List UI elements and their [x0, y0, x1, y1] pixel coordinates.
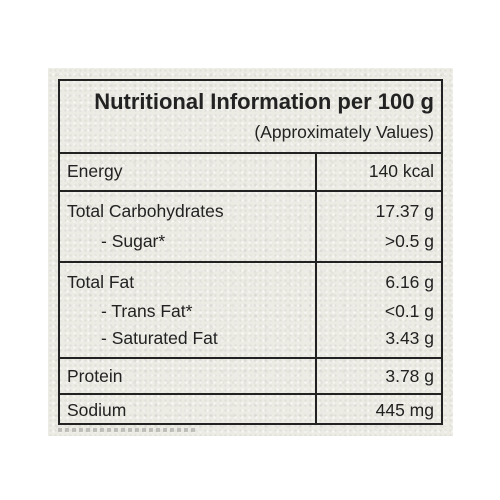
row-label: - Sugar*	[101, 231, 166, 251]
row-label: Total Carbohydrates	[67, 201, 224, 221]
column-divider	[315, 152, 317, 423]
row-protein: Protein 3.78 g	[60, 359, 441, 395]
table-subtitle: (Approximately Values)	[254, 122, 434, 142]
row-value: 140 kcal	[368, 161, 434, 181]
row-label: - Saturated Fat	[101, 328, 218, 348]
row-energy: Energy 140 kcal	[60, 152, 441, 192]
row-sodium: Sodium 445 mg	[60, 395, 441, 423]
table-title: Nutritional Information per 100 g	[94, 89, 434, 114]
row-carbohydrates: Total Carbohydrates 17.37 g - Sugar* >0.…	[60, 192, 441, 263]
label-background	[48, 68, 453, 436]
row-value: 445 mg	[375, 400, 434, 420]
nutrition-table: Nutritional Information per 100 g (Appro…	[58, 79, 443, 425]
row-label: - Trans Fat*	[101, 301, 193, 321]
row-value: <0.1 g	[384, 301, 434, 321]
row-value: >0.5 g	[384, 231, 434, 251]
footnote-cropped	[58, 428, 198, 432]
row-label: Energy	[67, 161, 123, 181]
table-header: Nutritional Information per 100 g (Appro…	[60, 81, 441, 154]
row-label: Sodium	[67, 400, 127, 420]
row-value: 17.37 g	[375, 201, 434, 221]
row-value: 3.43 g	[385, 328, 434, 348]
row-label: Protein	[67, 366, 123, 386]
row-value: 6.16 g	[385, 272, 434, 292]
row-fat: Total Fat 6.16 g - Trans Fat* <0.1 g - S…	[60, 263, 441, 359]
row-value: 3.78 g	[385, 366, 434, 386]
row-label: Total Fat	[67, 272, 135, 292]
